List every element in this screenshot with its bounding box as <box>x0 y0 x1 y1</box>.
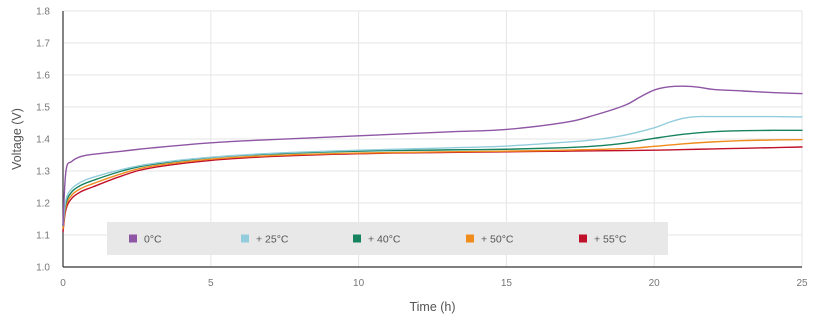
y-tick-label: 1.6 <box>36 71 50 82</box>
legend-label: + 40°C <box>368 233 401 245</box>
y-axis-title: Voltage (V) <box>10 108 24 170</box>
y-tick-label: 1.0 <box>36 263 50 274</box>
legend-label: + 55°C <box>594 233 627 245</box>
legend-swatch <box>241 234 249 243</box>
x-tick-label: 5 <box>208 278 214 289</box>
x-tick-label: 0 <box>60 278 66 289</box>
y-tick-label: 1.1 <box>36 231 50 242</box>
legend-swatch <box>129 234 137 243</box>
x-tick-label: 20 <box>649 278 661 289</box>
series-line <box>62 115 803 227</box>
series-line <box>62 85 803 227</box>
legend-label: + 50°C <box>481 233 514 245</box>
legend-label: 0°C <box>144 233 162 245</box>
x-tick-label: 15 <box>501 278 513 289</box>
legend-background <box>107 222 668 255</box>
y-tick-labels: 1.0 1.1 1.2 1.3 1.4 1.5 1.6 1.7 1.8 <box>36 7 50 274</box>
y-tick-label: 1.8 <box>36 7 50 18</box>
y-tick-label: 1.5 <box>36 103 50 114</box>
legend-label: + 25°C <box>256 233 289 245</box>
series-line <box>62 129 803 227</box>
y-tick-label: 1.7 <box>36 39 50 50</box>
x-axis-title: Time (h) <box>409 300 455 314</box>
legend-swatch <box>466 234 474 243</box>
x-tick-labels: 0 5 10 15 20 25 <box>60 278 808 289</box>
x-tick-label: 10 <box>353 278 365 289</box>
x-tick-label: 25 <box>796 278 808 289</box>
legend: 0°C + 25°C + 40°C + 50°C + 55°C <box>107 222 668 255</box>
series-line <box>62 146 803 233</box>
y-tick-label: 1.2 <box>36 199 50 210</box>
series-lines <box>62 85 803 233</box>
y-tick-label: 1.3 <box>36 167 50 178</box>
series-line <box>62 138 803 230</box>
legend-swatch <box>579 234 587 243</box>
y-tick-label: 1.4 <box>36 135 50 146</box>
legend-swatch <box>353 234 361 243</box>
